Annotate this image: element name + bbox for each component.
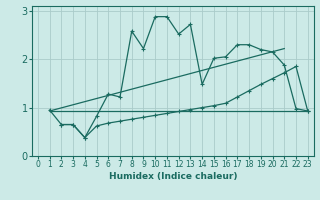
X-axis label: Humidex (Indice chaleur): Humidex (Indice chaleur)	[108, 172, 237, 181]
